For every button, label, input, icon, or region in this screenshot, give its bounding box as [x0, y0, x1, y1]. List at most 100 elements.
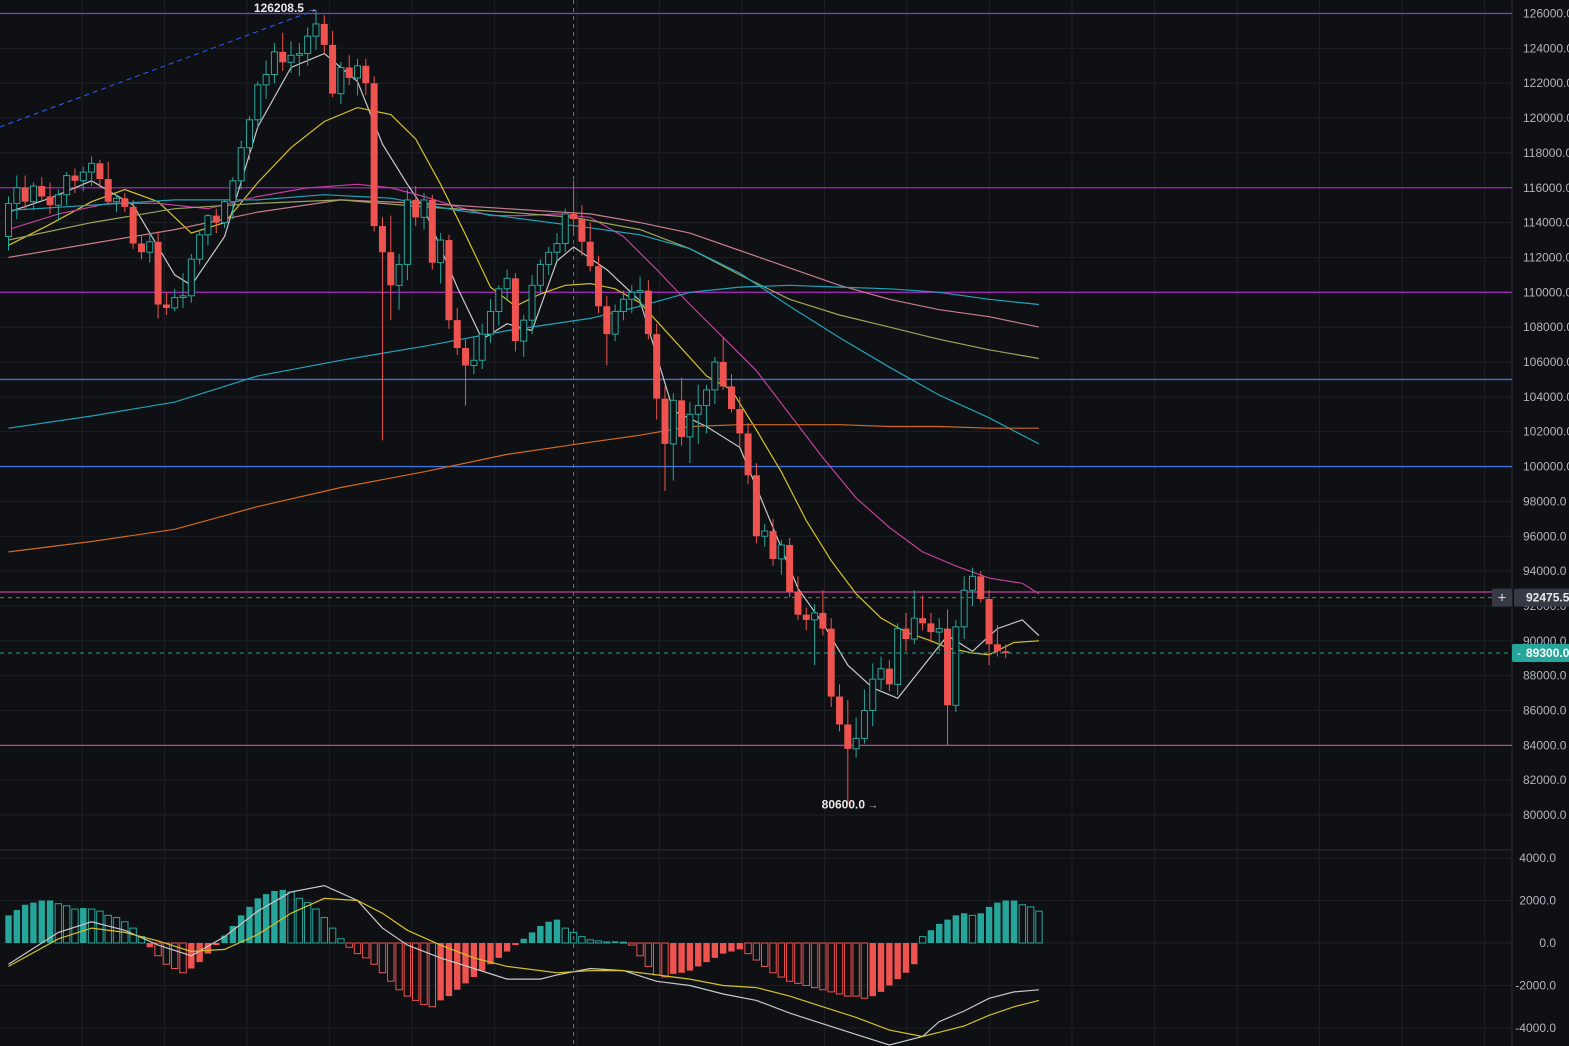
candle-body: [528, 284, 536, 321]
candle-body: [919, 618, 927, 624]
candle-body: [719, 362, 727, 387]
candle-body: [603, 306, 611, 335]
macd-histogram-bar: [96, 910, 104, 944]
candle-body: [254, 84, 262, 121]
macd-histogram-bar: [387, 942, 395, 982]
candle-body: [420, 199, 428, 218]
plus-icon[interactable]: +: [1498, 590, 1507, 607]
macd-histogram-bar: [454, 943, 461, 990]
candle-body: [819, 612, 827, 629]
candle-body: [312, 23, 320, 37]
macd-histogram-bar: [1010, 900, 1018, 943]
macd-histogram-bar: [860, 942, 869, 999]
macd-histogram-bar: [1018, 904, 1027, 944]
candles: [5, 9, 1010, 805]
price-tick-label: 84000.0: [1523, 738, 1567, 752]
macd-histogram-bar: [636, 942, 644, 957]
candle-body: [437, 239, 445, 264]
macd-histogram-bar: [1002, 900, 1009, 943]
candle-body: [304, 35, 312, 55]
macd-histogram-bar: [345, 942, 353, 948]
candle-body: [769, 531, 777, 559]
macd-histogram-bar: [835, 942, 844, 995]
macd-histogram-bar: [237, 915, 245, 943]
candle-body: [354, 65, 362, 79]
candle-body: [38, 186, 46, 197]
candle-body: [744, 433, 752, 476]
price-tick-label: 106000.0: [1523, 355, 1569, 369]
macd-histogram-bar: [246, 906, 253, 943]
macd-histogram-bar: [470, 943, 478, 977]
macd-histogram-bar: [520, 938, 527, 943]
moving-average-line: [8, 183, 1040, 595]
candle-body: [628, 291, 636, 300]
macd-histogram-bar: [154, 942, 162, 957]
candle-body: [478, 333, 486, 361]
moving-average-line: [8, 106, 1039, 656]
macd-histogram-bar: [62, 905, 71, 944]
candle-body: [445, 240, 453, 321]
macd-histogram-bar: [644, 942, 653, 967]
macd-histogram-bar: [478, 943, 486, 971]
price-tick-label: 108000.0: [1523, 320, 1569, 334]
macd-histogram-bar: [785, 942, 794, 982]
candle-body: [96, 163, 104, 180]
crosshair-price-tag: 92475.5 +: [1492, 588, 1569, 607]
candle-body: [985, 598, 993, 645]
candle-body: [619, 298, 627, 312]
macd-histogram-bar: [944, 919, 951, 943]
candle-body: [345, 67, 353, 78]
candle-body: [1002, 651, 1010, 653]
price-tick-label: 86000.0: [1523, 704, 1567, 718]
macd-histogram-bar: [395, 942, 403, 991]
candle-body: [678, 400, 686, 437]
macd-histogram-bar: [877, 943, 885, 992]
moving-average-line: [8, 424, 1039, 553]
macd-tick-label: -2000.0: [1515, 979, 1556, 993]
macd-histogram-bar: [628, 942, 636, 946]
macd-histogram-bar: [378, 942, 387, 974]
candle-body: [212, 215, 220, 223]
macd-histogram-bar: [578, 936, 586, 944]
macd-histogram-bar: [703, 943, 710, 963]
macd-histogram-bar: [711, 943, 719, 958]
candle-body: [287, 54, 295, 63]
price-tick-label: 120000.0: [1523, 111, 1569, 125]
macd-histogram-bar: [179, 942, 187, 974]
macd-histogram-bar: [869, 943, 876, 997]
macd-histogram-bar: [21, 904, 29, 943]
macd-histogram-bar: [960, 913, 968, 943]
macd-histogram-bar: [254, 898, 261, 943]
macd-histogram-bar: [213, 943, 220, 946]
candle-body: [777, 544, 785, 560]
plus-button[interactable]: [1492, 588, 1512, 607]
candle-body: [129, 206, 137, 244]
macd-histogram-bar: [719, 943, 727, 954]
macd-histogram-bar: [985, 906, 993, 943]
candle-body: [295, 53, 303, 56]
candle-body: [229, 180, 237, 203]
macd-tick-label: 2000.0: [1519, 894, 1556, 908]
candle-body: [993, 644, 1001, 652]
candle-body: [462, 348, 470, 366]
macd-histogram-bar: [968, 914, 977, 944]
macd-histogram-bar: [337, 938, 345, 944]
candle-body: [860, 710, 868, 739]
candle-body: [387, 252, 395, 286]
candle-body: [520, 319, 528, 342]
grid-lines: [0, 0, 1513, 1046]
candle-body: [669, 399, 677, 445]
macd-histogram-bar: [80, 907, 87, 943]
macd-histogram-bar: [844, 942, 852, 997]
candle-body: [902, 628, 910, 640]
candle-body: [727, 386, 735, 410]
candle-body: [320, 23, 328, 45]
last-price-label: 89300.0: [1526, 646, 1569, 660]
macd-histogram-bar: [586, 939, 594, 944]
candle-body: [196, 234, 204, 260]
candle-body: [5, 202, 12, 238]
high-arrow-icon: →: [307, 4, 317, 15]
candle-body: [852, 737, 860, 750]
macd-histogram-bar: [5, 915, 12, 943]
